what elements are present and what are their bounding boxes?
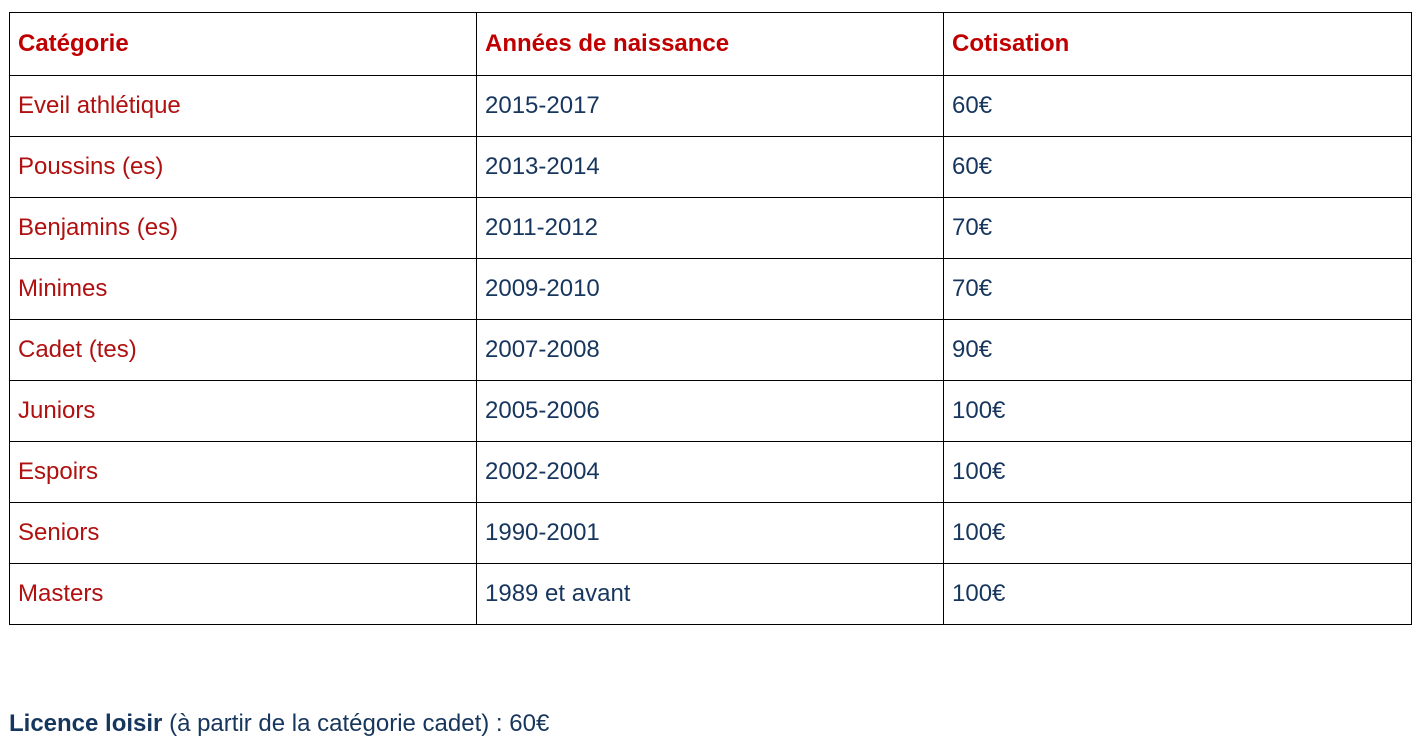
fee-cell: 100€ [943, 380, 1412, 442]
header-birth-years: Années de naissance [476, 12, 944, 76]
table-row: Espoirs 2002-2004 100€ [9, 441, 1412, 503]
fee-cell: 60€ [943, 75, 1412, 137]
fee-cell: 100€ [943, 441, 1412, 503]
birth-years-cell: 2011-2012 [476, 197, 944, 259]
category-cell: Espoirs [9, 441, 477, 503]
category-cell: Poussins (es) [9, 136, 477, 198]
leisure-license-text: (à partir de la catégorie cadet) : 60€ [162, 710, 550, 737]
category-cell: Eveil athlétique [9, 75, 477, 137]
fee-cell: 70€ [943, 258, 1412, 320]
membership-fee-table: Catégorie Années de naissance Cotisation… [9, 12, 1412, 625]
birth-years-cell: 2002-2004 [476, 441, 944, 503]
table-row: Juniors 2005-2006 100€ [9, 380, 1412, 442]
leisure-license-note: Licence loisir (à partir de la catégorie… [9, 710, 549, 738]
category-cell: Benjamins (es) [9, 197, 477, 259]
table-row: Poussins (es) 2013-2014 60€ [9, 136, 1412, 198]
table-header-row: Catégorie Années de naissance Cotisation [9, 12, 1412, 76]
fee-cell: 70€ [943, 197, 1412, 259]
birth-years-cell: 1990-2001 [476, 502, 944, 564]
category-cell: Juniors [9, 380, 477, 442]
birth-years-cell: 2015-2017 [476, 75, 944, 137]
birth-years-cell: 2009-2010 [476, 258, 944, 320]
category-cell: Seniors [9, 502, 477, 564]
table-row: Eveil athlétique 2015-2017 60€ [9, 75, 1412, 137]
fee-cell: 100€ [943, 502, 1412, 564]
table-row: Masters 1989 et avant 100€ [9, 563, 1412, 625]
fee-cell: 90€ [943, 319, 1412, 381]
fee-cell: 60€ [943, 136, 1412, 198]
birth-years-cell: 1989 et avant [476, 563, 944, 625]
table-row: Benjamins (es) 2011-2012 70€ [9, 197, 1412, 259]
category-cell: Masters [9, 563, 477, 625]
table-row: Seniors 1990-2001 100€ [9, 502, 1412, 564]
fee-cell: 100€ [943, 563, 1412, 625]
birth-years-cell: 2007-2008 [476, 319, 944, 381]
table-row: Minimes 2009-2010 70€ [9, 258, 1412, 320]
header-category: Catégorie [9, 12, 477, 76]
category-cell: Cadet (tes) [9, 319, 477, 381]
leisure-license-label: Licence loisir [9, 710, 163, 737]
header-fee: Cotisation [943, 12, 1412, 76]
category-cell: Minimes [9, 258, 477, 320]
birth-years-cell: 2005-2006 [476, 380, 944, 442]
table-row: Cadet (tes) 2007-2008 90€ [9, 319, 1412, 381]
birth-years-cell: 2013-2014 [476, 136, 944, 198]
